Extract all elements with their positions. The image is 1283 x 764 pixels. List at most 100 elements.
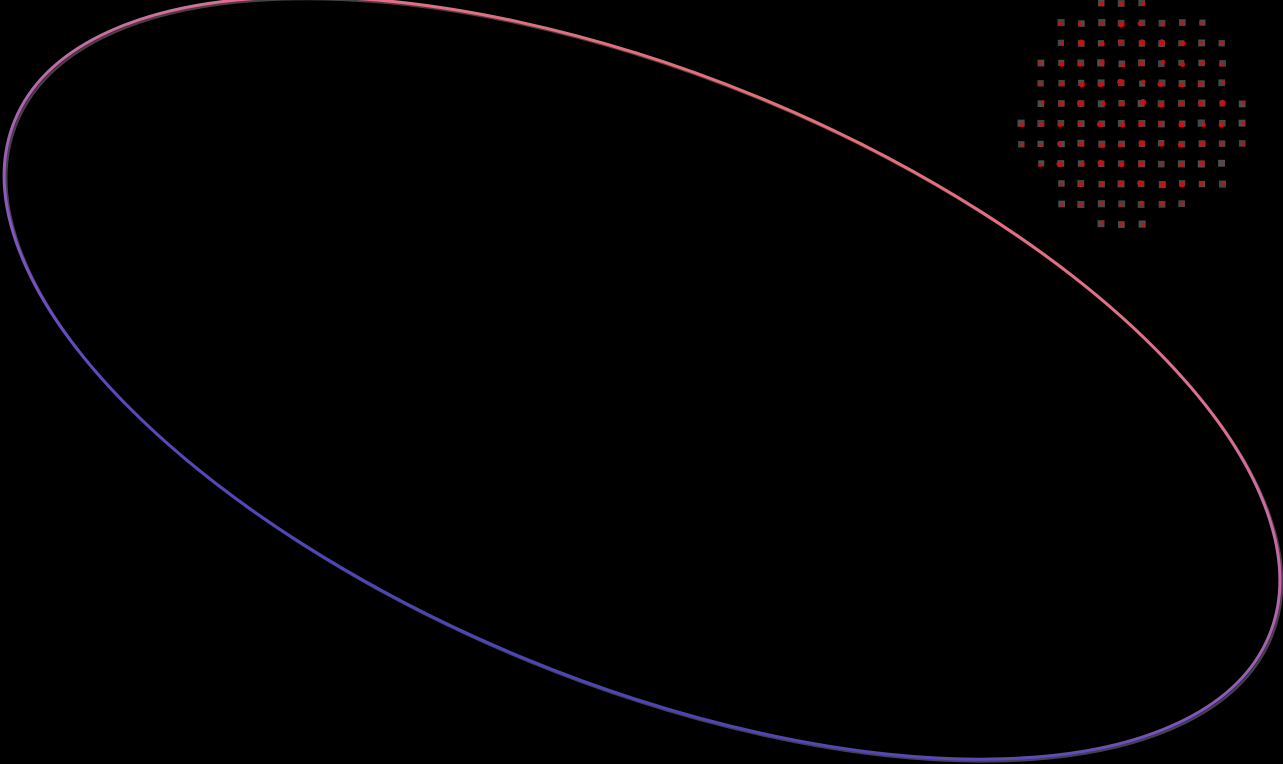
halftone-red-dot (1179, 162, 1184, 167)
halftone-red-dot (1096, 121, 1103, 128)
halftone-red-dot (1078, 202, 1083, 207)
halftone-red-dot (1161, 162, 1164, 165)
halftone-red-dot (1120, 62, 1125, 67)
halftone-red-dot (1158, 120, 1163, 126)
halftone-red-dot (1158, 101, 1165, 108)
halftone-red-dot (1100, 220, 1105, 225)
halftone-red-dot (1160, 22, 1165, 27)
halftone-red-dot (1059, 182, 1063, 187)
halftone-red-dot (1221, 163, 1224, 165)
halftone-red-dot (1077, 39, 1085, 46)
halftone-red-dot (1037, 61, 1042, 65)
halftone-red-dot (1218, 62, 1223, 67)
halftone-red-dot (1137, 20, 1143, 27)
halftone-red-dot (1056, 160, 1063, 167)
halftone-red-dot (1118, 203, 1122, 207)
halftone-red-dot (1040, 100, 1045, 105)
halftone-red-dot (1057, 21, 1062, 26)
halftone-red-dot (1138, 39, 1146, 46)
halftone-red-dot (1077, 181, 1083, 187)
halftone-red-dot (1158, 39, 1165, 46)
halftone-red-dot (1137, 180, 1144, 187)
halftone-red-dot (1221, 181, 1226, 185)
halftone-red-dot (1119, 122, 1126, 128)
halftone-red-dot (1057, 141, 1062, 147)
halftone-red-dot (1079, 81, 1085, 88)
halftone-red-dot (1178, 181, 1185, 188)
halftone-red-dot (1038, 163, 1043, 167)
halftone-red-dot (1080, 162, 1085, 167)
halftone-square (1037, 100, 1045, 107)
halftone-red-dot (1140, 79, 1146, 85)
halftone-red-dot (1178, 121, 1184, 128)
halftone-red-dot (1118, 221, 1123, 226)
halftone-red-dot (1181, 202, 1185, 206)
halftone-red-dot (1099, 200, 1104, 205)
halftone-red-dot (1057, 122, 1063, 127)
halftone-red-dot (1200, 60, 1205, 66)
halftone-red-dot (1138, 160, 1144, 167)
halftone-red-dot (1118, 1, 1124, 6)
halftone-red-dot (1177, 142, 1184, 148)
halftone-red-dot (1099, 0, 1104, 6)
halftone-red-dot (1058, 61, 1065, 67)
halftone-red-dot (1020, 142, 1025, 146)
halftone-red-dot (1178, 82, 1184, 88)
halftone-red-dot (1219, 99, 1226, 106)
halftone-square (1158, 160, 1165, 168)
halftone-red-dot (1159, 141, 1164, 147)
halftone-red-dot (1038, 142, 1043, 147)
halftone-red-dot (1160, 59, 1166, 65)
halftone-red-dot (1241, 142, 1245, 146)
halftone-red-dot (1179, 61, 1186, 68)
halftone-red-dot (1077, 22, 1082, 27)
halftone-red-dot (1099, 40, 1105, 47)
halftone-red-dot (1097, 81, 1104, 88)
halftone-red-dot (1077, 61, 1083, 67)
halftone-red-dot (1060, 202, 1064, 207)
halftone-red-dot (1221, 80, 1226, 84)
halftone-red-dot (1099, 59, 1105, 66)
halftone-red-dot (1180, 40, 1186, 46)
halftone-red-dot (1060, 42, 1065, 46)
halftone-red-dot (1078, 141, 1084, 147)
halftone-red-dot (1059, 81, 1065, 87)
halftone-red-dot (1117, 142, 1123, 148)
halftone-red-dot (1180, 20, 1185, 25)
halftone-red-dot (1099, 22, 1104, 26)
halftone-red-dot (1178, 101, 1184, 107)
halftone-red-dot (1118, 21, 1125, 28)
halftone-red-dot (1159, 181, 1166, 188)
halftone-red-dot (1220, 141, 1224, 146)
halftone-red-dot (1199, 140, 1206, 147)
halftone-red-dot (1160, 200, 1165, 206)
halftone-red-dot (1099, 142, 1105, 148)
halftone-red-dot (1141, 1, 1146, 6)
halftone-red-dot (1138, 140, 1145, 147)
halftone-dot-grid (1017, 0, 1246, 228)
halftone-red-dot (1218, 122, 1225, 128)
halftone-red-dot (1241, 100, 1245, 105)
halftone-square (1197, 119, 1205, 127)
halftone-red-dot (1201, 122, 1206, 128)
halftone-red-dot (1117, 39, 1123, 45)
halftone-red-dot (1118, 161, 1125, 168)
halftone-red-dot (1138, 121, 1144, 127)
halftone-red-dot (1199, 40, 1204, 45)
halftone-red-dot (1019, 122, 1024, 128)
halftone-red-dot (1220, 40, 1224, 45)
halftone-square (1218, 159, 1225, 167)
halftone-red-dot (1038, 121, 1043, 127)
halftone-red-dot (1139, 99, 1147, 106)
halftone-red-dot (1100, 101, 1106, 106)
halftone-red-dot (1197, 81, 1203, 86)
halftone-red-dot (1099, 182, 1104, 187)
halftone-red-dot (1058, 101, 1064, 107)
halftone-red-dot (1198, 21, 1203, 25)
halftone-red-dot (1197, 100, 1204, 106)
halftone-red-dot (1139, 200, 1144, 205)
halftone-red-dot (1141, 222, 1146, 227)
